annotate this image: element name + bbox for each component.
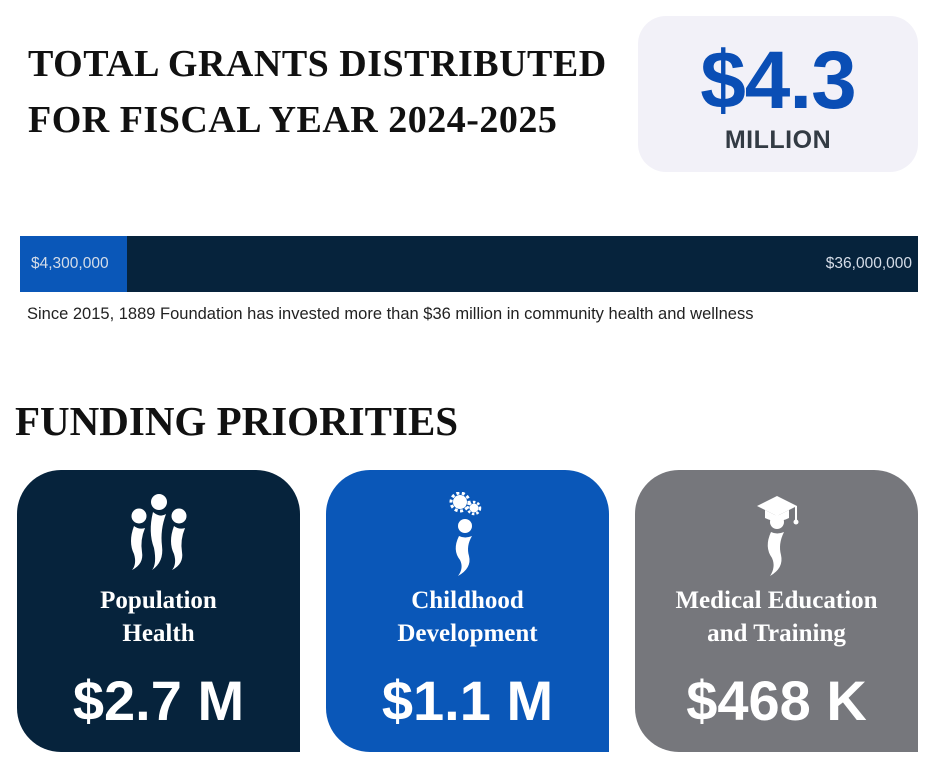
graduate-icon bbox=[635, 492, 918, 576]
total-unit: MILLION bbox=[724, 126, 832, 154]
card-amount: $2.7 M bbox=[72, 669, 245, 732]
card-label: Medical Education and Training bbox=[675, 587, 878, 647]
page-title: TOTAL GRANTS DISTRIBUTED FOR FISCAL YEAR… bbox=[28, 36, 628, 148]
progress-max-label: $36,000,000 bbox=[825, 255, 912, 272]
priority-card-population-health: Population Health $2.7 M bbox=[17, 470, 300, 752]
card-amount: $1.1 M bbox=[381, 669, 554, 732]
progress-value-label: $4,300,000 bbox=[31, 255, 109, 272]
progress-fill bbox=[20, 236, 128, 292]
people-group-icon bbox=[17, 492, 300, 572]
investment-note: Since 2015, 1889 Foundation has invested… bbox=[27, 305, 754, 323]
card-amount: $468 K bbox=[686, 669, 867, 732]
investment-progress-bar: $4,300,000 $36,000,000 bbox=[20, 236, 918, 292]
title-text: TOTAL GRANTS DISTRIBUTED FOR FISCAL YEAR… bbox=[28, 43, 607, 141]
priority-card-childhood-development: Childhood Development $1.1 M bbox=[326, 470, 609, 752]
total-grants-box: $4.3 MILLION bbox=[638, 16, 918, 172]
card-label: Population Health bbox=[100, 587, 217, 647]
total-amount: $4.3 bbox=[700, 35, 857, 126]
child-gears-icon bbox=[326, 492, 609, 576]
card-label: Childhood Development bbox=[397, 587, 538, 647]
priority-card-medical-education: Medical Education and Training $468 K bbox=[635, 470, 918, 752]
section-title: FUNDING PRIORITIES bbox=[15, 398, 459, 444]
